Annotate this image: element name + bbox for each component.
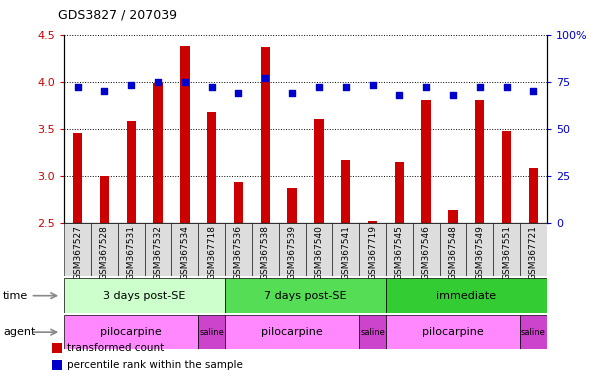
Bar <box>126 121 136 223</box>
Text: GSM367549: GSM367549 <box>475 225 485 280</box>
Bar <box>466 223 493 276</box>
Bar <box>502 131 511 223</box>
Bar <box>64 223 91 276</box>
Text: saline: saline <box>199 328 224 337</box>
Text: saline: saline <box>360 328 385 337</box>
Bar <box>359 315 386 349</box>
Point <box>314 84 324 90</box>
Text: GSM367528: GSM367528 <box>100 225 109 280</box>
Bar <box>279 223 306 276</box>
Bar <box>225 223 252 276</box>
Bar <box>91 223 118 276</box>
Point <box>368 82 378 88</box>
Bar <box>64 278 225 313</box>
Text: GSM367551: GSM367551 <box>502 225 511 280</box>
Text: time: time <box>3 291 28 301</box>
Text: percentile rank within the sample: percentile rank within the sample <box>67 360 243 370</box>
Text: GSM367721: GSM367721 <box>529 225 538 280</box>
Text: pilocarpine: pilocarpine <box>262 327 323 337</box>
Text: GSM367541: GSM367541 <box>341 225 350 280</box>
Bar <box>153 83 163 223</box>
Text: GSM367532: GSM367532 <box>153 225 163 280</box>
Bar <box>314 119 324 223</box>
Text: 7 days post-SE: 7 days post-SE <box>264 291 347 301</box>
Point <box>448 92 458 98</box>
Point <box>422 84 431 90</box>
Bar <box>386 278 547 313</box>
Point <box>287 90 297 96</box>
Point <box>529 88 538 94</box>
Bar <box>73 133 82 223</box>
Text: GSM367534: GSM367534 <box>180 225 189 280</box>
Text: immediate: immediate <box>436 291 497 301</box>
Point <box>260 75 270 81</box>
Text: pilocarpine: pilocarpine <box>100 327 162 337</box>
Text: GDS3827 / 207039: GDS3827 / 207039 <box>58 8 177 21</box>
Bar <box>207 112 216 223</box>
Bar <box>386 223 413 276</box>
Bar <box>341 160 351 223</box>
Point <box>153 79 163 85</box>
Text: GSM367545: GSM367545 <box>395 225 404 280</box>
Point <box>180 79 190 85</box>
Bar <box>198 315 225 349</box>
Bar <box>225 278 386 313</box>
Bar <box>145 223 172 276</box>
Bar <box>368 221 377 223</box>
Point <box>207 84 216 90</box>
Text: GSM367718: GSM367718 <box>207 225 216 280</box>
Text: transformed count: transformed count <box>67 343 164 353</box>
Bar <box>118 223 145 276</box>
Bar <box>439 223 466 276</box>
Bar <box>52 360 62 370</box>
Point <box>233 90 243 96</box>
Text: GSM367539: GSM367539 <box>288 225 296 280</box>
Text: saline: saline <box>521 328 546 337</box>
Point <box>395 92 404 98</box>
Point <box>502 84 511 90</box>
Bar <box>180 46 189 223</box>
Bar <box>529 168 538 223</box>
Point <box>341 84 351 90</box>
Bar <box>225 315 359 349</box>
Point <box>100 88 109 94</box>
Text: GSM367531: GSM367531 <box>126 225 136 280</box>
Bar <box>493 223 520 276</box>
Bar <box>52 343 62 353</box>
Text: GSM367538: GSM367538 <box>261 225 270 280</box>
Text: GSM367540: GSM367540 <box>315 225 323 280</box>
Text: GSM367536: GSM367536 <box>234 225 243 280</box>
Bar <box>260 47 270 223</box>
Bar <box>520 223 547 276</box>
Text: GSM367546: GSM367546 <box>422 225 431 280</box>
Bar <box>234 182 243 223</box>
Bar <box>520 315 547 349</box>
Bar <box>386 315 520 349</box>
Bar <box>475 101 485 223</box>
Bar <box>395 162 404 223</box>
Bar <box>172 223 198 276</box>
Bar <box>422 101 431 223</box>
Point <box>126 82 136 88</box>
Text: pilocarpine: pilocarpine <box>422 327 484 337</box>
Text: agent: agent <box>3 327 35 337</box>
Point <box>475 84 485 90</box>
Bar <box>359 223 386 276</box>
Bar <box>413 223 439 276</box>
Bar <box>198 223 225 276</box>
Bar <box>448 210 458 223</box>
Bar <box>306 223 332 276</box>
Bar <box>100 176 109 223</box>
Bar <box>64 315 198 349</box>
Text: 3 days post-SE: 3 days post-SE <box>103 291 186 301</box>
Text: GSM367548: GSM367548 <box>448 225 458 280</box>
Bar <box>332 223 359 276</box>
Text: GSM367719: GSM367719 <box>368 225 377 280</box>
Bar <box>252 223 279 276</box>
Bar <box>287 188 297 223</box>
Point <box>73 84 82 90</box>
Text: GSM367527: GSM367527 <box>73 225 82 280</box>
